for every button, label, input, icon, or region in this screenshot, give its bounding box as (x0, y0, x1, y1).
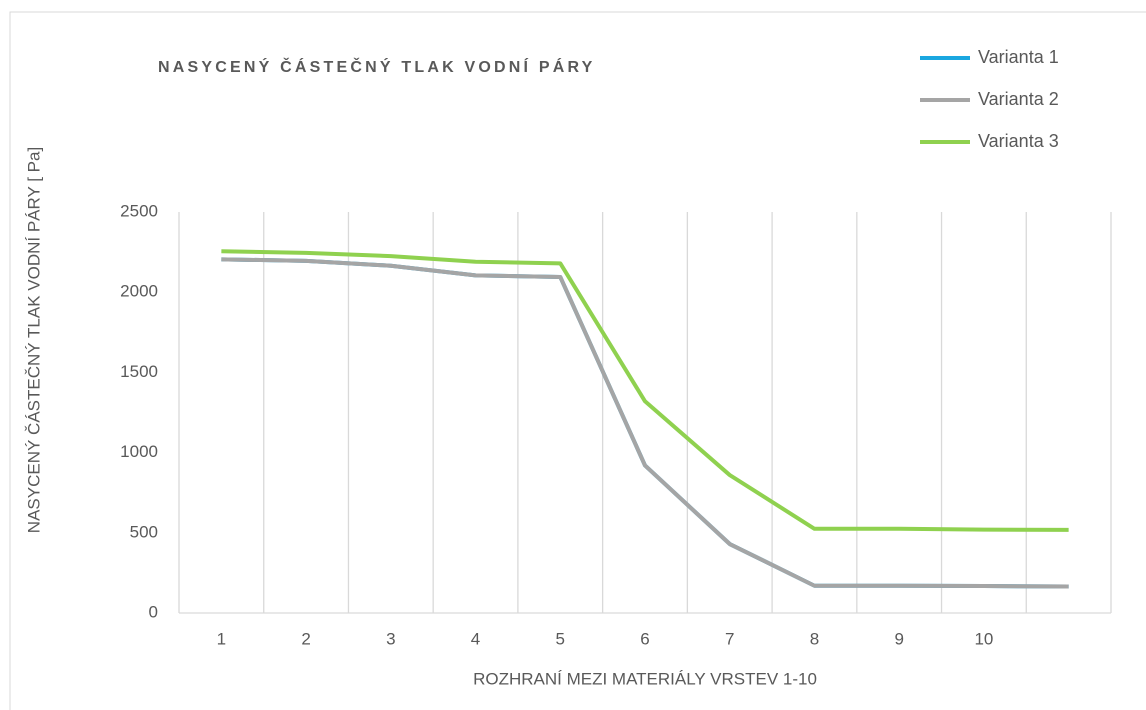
x-tick-label: 2 (301, 629, 310, 648)
legend-label: Varianta 1 (978, 47, 1059, 67)
series-line (221, 257, 1069, 589)
y-tick-label: 0 (149, 602, 158, 621)
x-tick-label: 1 (217, 629, 226, 648)
y-tick-label: 2500 (120, 201, 158, 220)
x-tick-label: 7 (725, 629, 734, 648)
legend-label: Varianta 3 (978, 131, 1059, 151)
x-tick-label: 6 (640, 629, 649, 648)
x-tick-label: 10 (974, 629, 993, 648)
y-tick-label: 1000 (120, 442, 158, 461)
series-line (221, 249, 1069, 532)
chart-title: NASYCENÝ ČÁSTEČNÝ TLAK VODNÍ PÁRY (158, 57, 595, 76)
x-tick-label: 3 (386, 629, 395, 648)
x-axis-label: ROZHRANÍ MEZI MATERIÁLY VRSTEV 1-10 (473, 669, 817, 688)
y-tick-label: 1500 (120, 362, 158, 381)
x-tick-label: 9 (894, 629, 903, 648)
y-axis-label: NASYCENÝ ČÁSTEČNÝ TLAK VODNÍ PÁRY [ Pa] (24, 147, 43, 533)
y-tick-label: 2000 (120, 282, 158, 301)
x-tick-label: 4 (471, 629, 480, 648)
x-tick-label: 8 (810, 629, 819, 648)
y-tick-label: 500 (130, 522, 158, 541)
legend-label: Varianta 2 (978, 89, 1059, 109)
chart-border (9, 11, 1146, 710)
x-tick-label: 5 (556, 629, 565, 648)
